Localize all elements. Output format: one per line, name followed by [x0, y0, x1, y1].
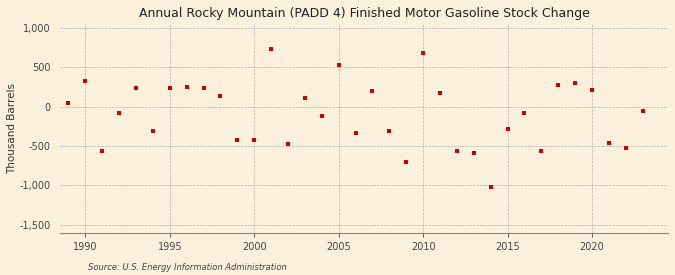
Y-axis label: Thousand Barrels: Thousand Barrels [7, 83, 17, 174]
Point [536, 148, 547, 153]
Point [553, 82, 564, 87]
Point [266, 47, 277, 51]
Point [502, 126, 513, 131]
Point [587, 88, 597, 92]
Text: Source: U.S. Energy Information Administration: Source: U.S. Energy Information Administ… [88, 263, 286, 272]
Point [198, 86, 209, 91]
Point [249, 138, 260, 143]
Point [130, 86, 141, 90]
Point [452, 149, 462, 154]
Point [97, 148, 107, 153]
Point [367, 89, 378, 93]
Point [63, 100, 74, 105]
Point [603, 141, 614, 145]
Point [637, 109, 648, 114]
Point [333, 63, 344, 67]
Point [620, 146, 631, 150]
Point [519, 111, 530, 115]
Title: Annual Rocky Mountain (PADD 4) Finished Motor Gasoline Stock Change: Annual Rocky Mountain (PADD 4) Finished … [138, 7, 589, 20]
Point [570, 81, 580, 85]
Point [401, 160, 412, 164]
Point [468, 151, 479, 155]
Point [113, 111, 124, 115]
Point [300, 96, 310, 100]
Point [418, 51, 429, 55]
Point [232, 138, 243, 143]
Point [317, 114, 327, 118]
Point [182, 85, 192, 89]
Point [485, 185, 496, 189]
Point [80, 79, 90, 84]
Point [283, 142, 294, 147]
Point [165, 86, 176, 91]
Point [384, 129, 395, 133]
Point [215, 94, 226, 98]
Point [350, 131, 361, 136]
Point [435, 91, 446, 95]
Point [148, 129, 159, 133]
